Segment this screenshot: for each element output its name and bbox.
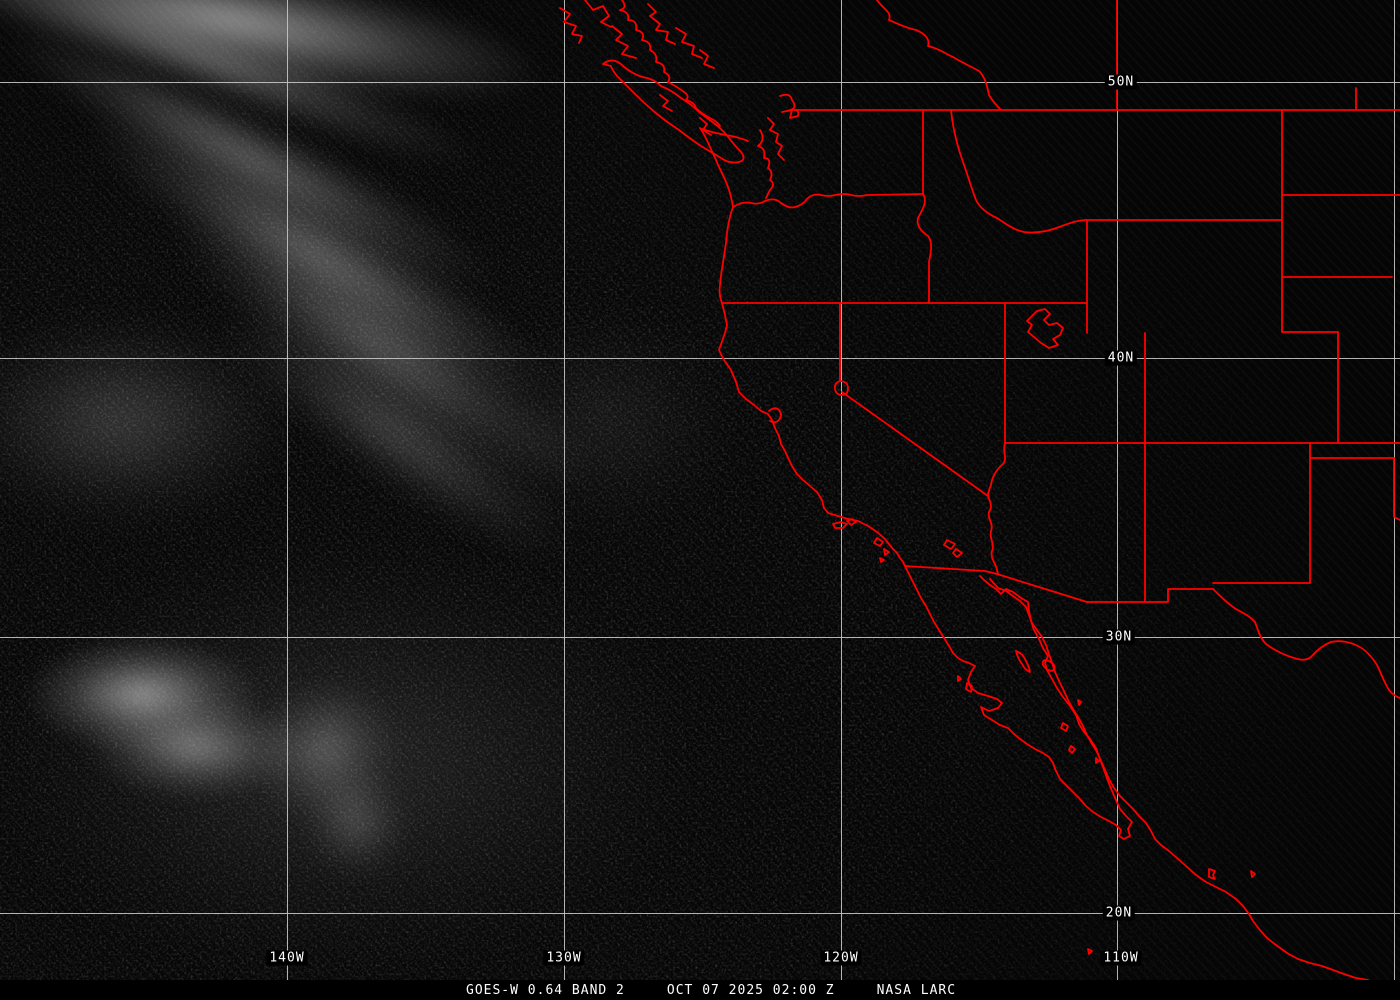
texas-100w-border bbox=[1393, 457, 1400, 521]
gulf-island bbox=[1095, 757, 1100, 764]
gridline-30n bbox=[0, 637, 1400, 638]
label-50n: 50N bbox=[1104, 74, 1138, 90]
channel-islands bbox=[883, 548, 890, 556]
puget-sound bbox=[767, 117, 785, 161]
tiburon-island bbox=[1041, 659, 1056, 672]
label-20n: 20N bbox=[1102, 905, 1136, 921]
gridline-110w bbox=[1117, 0, 1118, 980]
canada-coastline bbox=[559, 0, 800, 164]
canada-borders bbox=[791, 0, 1400, 111]
angel-de-la-guarda-island bbox=[1015, 650, 1031, 673]
colorado-river-border bbox=[987, 442, 1006, 575]
pacific-island bbox=[1250, 870, 1256, 878]
san-clemente-island bbox=[952, 548, 963, 558]
caption-credit: NASA LARC bbox=[876, 982, 957, 998]
california-mexico-border bbox=[904, 565, 998, 575]
cedros-island bbox=[957, 675, 962, 682]
label-130w: 130W bbox=[543, 950, 585, 966]
washington-coast bbox=[699, 127, 734, 208]
caption-timestamp: OCT 07 2025 02:00 Z bbox=[666, 982, 835, 998]
puget-sound bbox=[701, 128, 749, 142]
gridline-50n bbox=[0, 82, 1400, 83]
great-salt-lake bbox=[1026, 308, 1064, 349]
coronado-islands bbox=[879, 557, 885, 563]
islands bbox=[832, 518, 1256, 955]
bc-alberta-border bbox=[876, 0, 1002, 111]
channel-islands bbox=[832, 521, 848, 529]
caption-product: GOES-W 0.64 BAND 2 bbox=[466, 982, 625, 998]
mexico-coastline bbox=[904, 565, 1369, 980]
gulf-island bbox=[1068, 745, 1076, 754]
gulf-island bbox=[1060, 722, 1069, 732]
label-110w: 110W bbox=[1100, 950, 1142, 966]
us-coastline bbox=[699, 117, 906, 567]
gridline-140w bbox=[287, 0, 288, 980]
idaho-montana-border bbox=[950, 109, 1088, 234]
oregon-idaho-border bbox=[916, 193, 933, 304]
arizona-mexico-border bbox=[996, 573, 1088, 603]
california-coast bbox=[718, 302, 906, 567]
cedros-island bbox=[965, 682, 973, 693]
us-mexico-border bbox=[904, 565, 1400, 699]
oregon-coast bbox=[718, 206, 734, 304]
sonora-sinaloa-coast bbox=[989, 578, 1369, 980]
state-borders bbox=[721, 109, 1400, 603]
washington-oregon-border bbox=[732, 193, 924, 209]
caption-bar: GOES-W 0.64 BAND 2 OCT 07 2025 02:00 Z N… bbox=[0, 980, 1400, 1000]
catalina-island bbox=[943, 539, 956, 550]
label-120w: 120W bbox=[820, 950, 862, 966]
gridline-130w bbox=[564, 0, 565, 980]
rio-grande bbox=[1212, 588, 1400, 699]
channel-islands bbox=[846, 518, 857, 526]
san-francisco-bay bbox=[768, 407, 782, 424]
lake-tahoe bbox=[833, 380, 849, 396]
gridline-20n bbox=[0, 913, 1400, 914]
pacific-island bbox=[1208, 868, 1216, 880]
newmexico-mexico-border bbox=[1086, 588, 1214, 603]
puget-sound bbox=[757, 129, 774, 199]
california-nevada-diagonal bbox=[841, 391, 989, 497]
pacific-island bbox=[1087, 948, 1093, 955]
label-30n: 30N bbox=[1102, 629, 1136, 645]
gridline-40n bbox=[0, 358, 1400, 359]
label-140w: 140W bbox=[266, 950, 308, 966]
baja-california bbox=[904, 565, 1133, 840]
channel-islands bbox=[873, 537, 884, 547]
gridline-120w bbox=[841, 0, 842, 980]
gulf-island bbox=[1077, 699, 1082, 706]
label-40n: 40N bbox=[1104, 350, 1138, 366]
